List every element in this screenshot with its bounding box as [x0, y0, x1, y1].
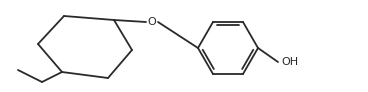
Text: OH: OH: [281, 57, 298, 67]
Text: O: O: [148, 17, 156, 27]
